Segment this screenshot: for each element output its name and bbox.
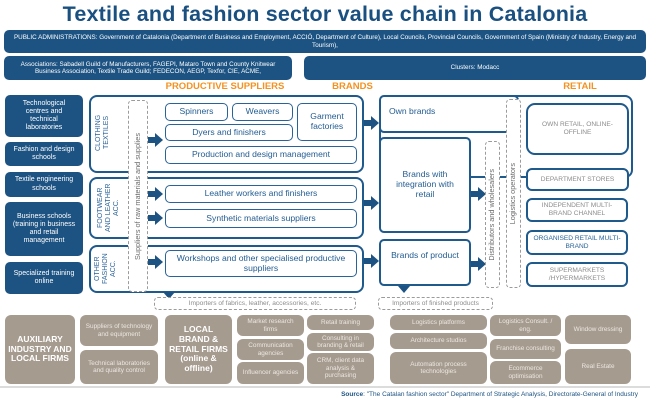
source-text: : "The Catalan fashion sector" Departmen… [363,391,638,398]
architecture-studios: Architecture studios [390,333,487,349]
arrow-shaft [148,215,155,221]
public-administrations: PUBLIC ADMINISTRATIONS: Government of Ca… [4,30,646,53]
left-tech-centres: Technological centres and technical labo… [5,95,83,137]
importers-fabrics: Importers of fabrics, leather, accessori… [154,297,356,310]
franchise-consulting: Franchise consulting [490,339,561,359]
local-brand-retail: LOCAL BRAND & RETAIL FIRMS (online & off… [165,315,232,384]
arrow-down-icon [163,292,175,299]
arrow-right-icon [155,187,163,201]
market-research: Market research firms [237,315,304,336]
importers-finished: Importers of finished products [378,297,493,310]
leather-workers: Leather workers and finishers [165,185,357,203]
logistics-label: Logistics operators [508,162,518,225]
retail-department-stores: DEPARTMENT STORES [526,168,629,191]
raw-suppliers-column: Suppliers of raw materials and supplies [128,100,148,292]
header-productive-suppliers: PRODUCTIVE SUPPLIERS [165,80,285,92]
consulting-branding: Consulting in branding & retail [307,333,374,351]
arrow-shaft [364,200,371,206]
group-footwear [89,177,364,239]
window-dressing: Window dressing [565,315,631,344]
distributors-label: Distributors and wholesalers [487,168,497,261]
arrow-shaft [148,137,155,143]
workshops: Workshops and other specialised producti… [165,250,357,277]
retail-organised: ORGANISED RETAIL MULTI-BRAND [526,230,628,255]
label-other: OTHER FASHION ACC. [93,253,118,285]
arrow-right-icon [371,254,379,268]
arrow-right-icon [155,133,163,147]
brands-integration: Brands with integration with retail [379,137,471,233]
arrow-shaft [471,191,478,197]
automation-technologies: Automation process technologies [390,352,487,384]
logistics-platforms: Logistics platforms [390,315,487,330]
arrow-shaft [364,120,371,126]
arrow-right-icon [155,211,163,225]
own-brands: Own brands [379,95,519,133]
group-other [89,245,364,293]
distributors-column: Distributors and wholesalers [485,141,500,288]
divider [0,386,650,388]
retail-own: OWN RETAIL, ONLINE-OFFLINE [526,103,629,155]
ecommerce-optimisation: Ecommerce optimisation [490,361,561,384]
raw-suppliers-label: Suppliers of raw materials and supplies [132,132,142,260]
suppliers-technology: Suppliers of technology and equipment [80,315,158,346]
arrow-right-icon [371,116,379,130]
garment-factories: Garment factories [297,103,357,141]
header-brands: BRANDS [332,80,373,92]
brands-of-product: Brands of product [379,239,471,286]
group-clothing [89,95,364,173]
communication-agencies: Communication agencies [237,339,304,360]
weavers: Weavers [232,103,293,121]
logistics-consult: Logistics Consult. / eng. [490,315,561,336]
arrow-right-icon [371,196,379,210]
dyers-finishers: Dyers and finishers [165,124,293,141]
arrow-shaft [148,191,155,197]
arrow-right-icon [478,257,486,271]
label-footwear: FOOTWEAR AND LEATHER ACC. [96,183,121,233]
left-business-schools: Business schools (training in business a… [5,202,83,256]
arrow-down-icon [398,286,410,293]
label-clothing: CLOTHING TEXTILES [94,114,110,151]
page-title: Textile and fashion sector value chain i… [62,1,588,26]
source-note: Source: "The Catalan fashion sector" Dep… [341,391,638,398]
logistics-column: Logistics operators [506,99,521,288]
influencer-agencies: Influencer agencies [237,362,304,384]
synthetic-suppliers: Synthetic materials suppliers [165,209,357,228]
auxiliary-industry: AUXILIARY INDUSTRY AND LOCAL FIRMS [5,315,75,384]
arrow-right-icon [155,255,163,269]
header-retail: RETAIL [563,80,597,92]
clusters: Clusters: Modacc [304,56,646,80]
spinners: Spinners [165,103,228,121]
arrow-shaft [364,258,371,264]
technical-labs: Technical laboratories and quality contr… [80,350,158,384]
left-online-training: Specialized training online [5,262,83,294]
retail-training: Retail training [307,315,374,330]
production-design: Production and design management [165,146,357,164]
source-label: Source [341,391,364,398]
real-estate: Real Estate [565,349,631,384]
arrow-shaft [148,259,155,265]
retail-independent: INDEPENDENT MULTI-BRAND CHANNEL [526,198,628,222]
arrow-right-icon [478,187,486,201]
associations: Associations: Sabadell Guild of Manufact… [4,56,292,80]
retail-supermarkets: SUPERMARKETS /HYPERMARKETS [526,262,628,287]
left-fashion-schools: Fashion and design schools [5,142,83,166]
arrow-shaft [471,261,478,267]
crm-analysis: CRM, client data analysis & purchasing [307,353,374,384]
left-textile-schools: Textile engineering schools [5,172,83,197]
